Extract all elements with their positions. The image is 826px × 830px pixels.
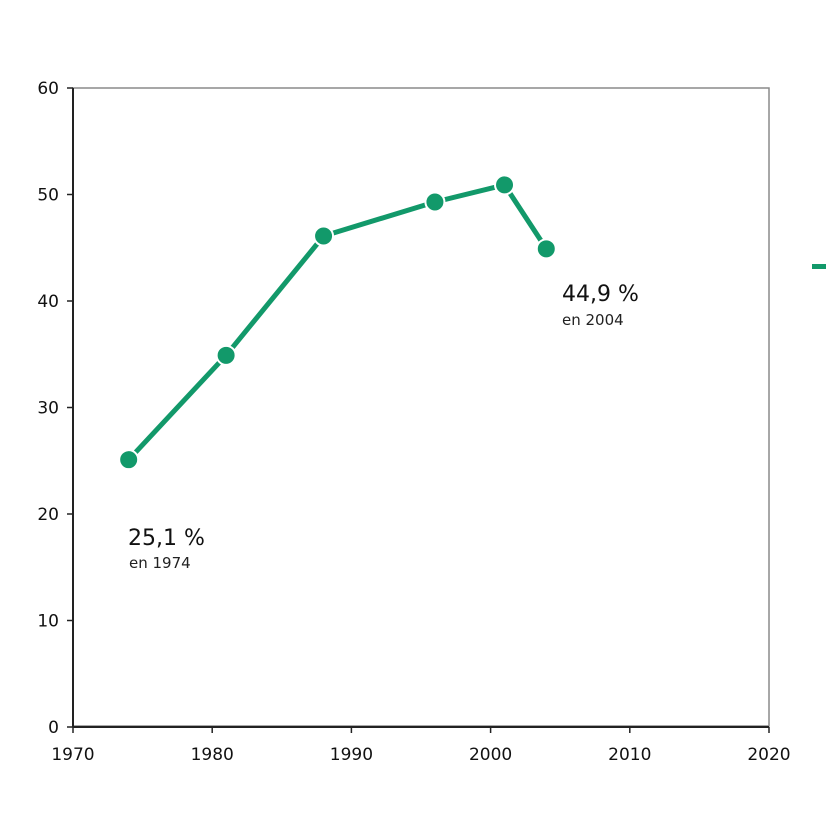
data-point bbox=[494, 174, 516, 196]
y-axis-ticks: 0 10 20 30 40 50 60 bbox=[37, 79, 73, 738]
x-tick-label: 1970 bbox=[51, 745, 94, 765]
y-tick-label: 40 bbox=[37, 292, 59, 312]
series-layer bbox=[118, 174, 557, 471]
annotation-last-point: 44,9 % en 2004 bbox=[562, 282, 639, 329]
y-tick-label: 30 bbox=[37, 399, 59, 419]
x-axis-ticks: 1970 1980 1990 2000 2010 2020 bbox=[51, 727, 791, 765]
x-tick-label: 1980 bbox=[191, 745, 234, 765]
data-point bbox=[424, 191, 446, 213]
annotation-first-year: en 1974 bbox=[129, 554, 191, 572]
annotation-first-value: 25,1 % bbox=[128, 526, 205, 551]
y-tick-label: 10 bbox=[37, 612, 59, 632]
x-tick-label: 2000 bbox=[469, 745, 512, 765]
y-tick-label: 60 bbox=[37, 79, 59, 99]
annotation-last-year: en 2004 bbox=[562, 311, 624, 329]
series-line bbox=[126, 182, 549, 463]
annotation-last-value: 44,9 % bbox=[562, 282, 639, 307]
data-point bbox=[118, 449, 140, 471]
x-tick-label: 2020 bbox=[747, 745, 790, 765]
data-point bbox=[313, 225, 335, 247]
data-point bbox=[215, 344, 237, 366]
data-point bbox=[535, 238, 557, 260]
x-tick-label: 1990 bbox=[330, 745, 373, 765]
y-tick-label: 20 bbox=[37, 505, 59, 525]
annotation-first-point: 25,1 % en 1974 bbox=[128, 526, 205, 572]
y-tick-label: 0 bbox=[48, 718, 59, 738]
legend-swatch-fragment bbox=[812, 264, 826, 269]
y-tick-label: 50 bbox=[37, 186, 59, 206]
x-tick-label: 2010 bbox=[608, 745, 651, 765]
